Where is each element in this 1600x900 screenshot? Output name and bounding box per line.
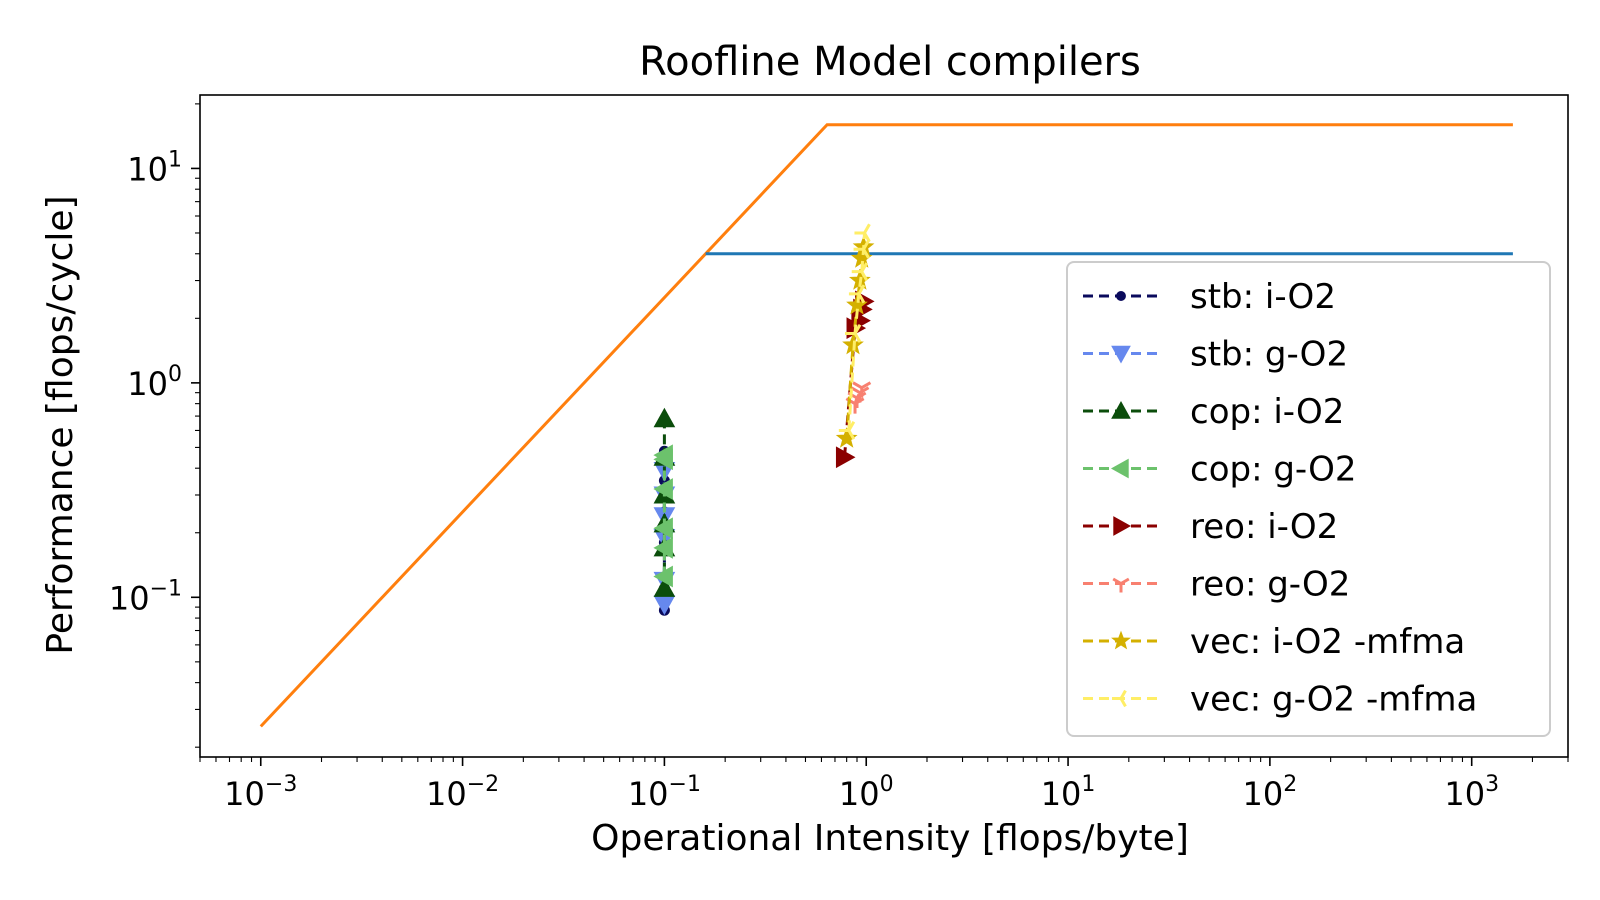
data-point xyxy=(835,446,856,469)
legend-entry: stb: i-O2 xyxy=(1083,277,1336,317)
chart-title: Roofline Model compilers xyxy=(639,39,1141,85)
legend-marker xyxy=(1116,291,1126,301)
data-point xyxy=(653,407,676,428)
legend-entry: cop: i-O2 xyxy=(1083,392,1344,432)
x-tick-label: 10−2 xyxy=(426,772,499,813)
legend-marker xyxy=(1111,630,1131,650)
axes: 10−3 10−2 10−1 100 101 102 103 10−1 100 101 xyxy=(109,94,1569,813)
legend-label: vec: i-O2 -mfma xyxy=(1190,622,1465,662)
legend-label: vec: g-O2 -mfma xyxy=(1190,680,1477,720)
y-tick-label: 10−1 xyxy=(109,576,182,617)
data-point xyxy=(653,537,673,559)
legend-marker xyxy=(1113,516,1132,536)
y-tick-label: 100 xyxy=(127,362,182,403)
legend: stb: i-O2 stb: g-O2 cop: i-O2 cop: g-O2 reo:… xyxy=(1066,261,1551,737)
x-tick-label: 101 xyxy=(1041,772,1096,813)
legend-marker xyxy=(1111,345,1131,364)
legend-entry: stb: g-O2 xyxy=(1083,335,1348,375)
legend-marker xyxy=(1111,400,1131,419)
legend-entry: vec: i-O2 -mfma xyxy=(1083,622,1465,662)
data-point xyxy=(835,427,858,448)
x-tick-label: 10−1 xyxy=(628,772,701,813)
legend-entry: cop: g-O2 xyxy=(1083,450,1357,490)
legend-label: reo: g-O2 xyxy=(1190,565,1350,605)
x-tick-label: 102 xyxy=(1243,772,1298,813)
roofline-0 xyxy=(259,123,1513,728)
legend-label: stb: g-O2 xyxy=(1190,335,1348,375)
data-point xyxy=(854,223,871,243)
legend-label: cop: i-O2 xyxy=(1190,392,1344,432)
data-point xyxy=(853,239,870,259)
data-point xyxy=(852,381,872,398)
data-point xyxy=(838,420,856,440)
data-point xyxy=(848,284,866,304)
data-point xyxy=(653,595,676,616)
data-point xyxy=(653,478,673,500)
x-tick-label: 100 xyxy=(839,772,894,813)
y-axis-label: Performance [flops/cycle] xyxy=(40,195,81,654)
series-3 xyxy=(653,444,673,588)
data-point xyxy=(653,565,673,588)
legend-label: cop: g-O2 xyxy=(1190,450,1357,490)
data-point xyxy=(653,577,676,597)
series-7 xyxy=(838,223,871,440)
axes-frame xyxy=(199,94,1569,758)
legend-label: stb: i-O2 xyxy=(1190,277,1336,317)
data-point xyxy=(851,262,869,282)
legend-entry: reo: g-O2 xyxy=(1083,565,1350,605)
legend-marker xyxy=(1110,458,1129,479)
legend-entry: vec: g-O2 -mfma xyxy=(1083,680,1477,720)
x-axis-label: Operational Intensity [flops/byte] xyxy=(591,818,1189,859)
data-point xyxy=(845,324,862,343)
legend-box xyxy=(1066,261,1551,737)
legend-label: reo: i-O2 xyxy=(1190,507,1338,547)
data-point xyxy=(653,444,673,467)
legend-entry: reo: i-O2 xyxy=(1083,507,1338,547)
x-tick-label: 10−3 xyxy=(224,772,297,813)
data-point xyxy=(653,517,673,540)
legend-marker xyxy=(1112,689,1127,708)
plot-area xyxy=(259,123,1513,728)
y-tick-label: 101 xyxy=(127,147,182,188)
legend-marker xyxy=(1112,577,1130,593)
x-tick-label: 103 xyxy=(1444,772,1499,813)
